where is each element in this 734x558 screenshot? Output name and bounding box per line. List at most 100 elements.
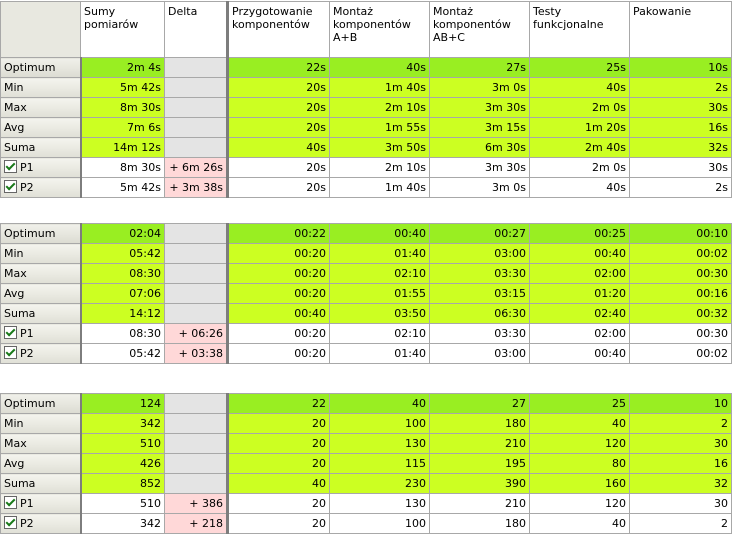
row-label-text: Suma: [4, 307, 36, 320]
value-cell: 210: [429, 433, 530, 454]
row-max: Max 08:30 00:20 02:10 03:30 02:00 00:30: [0, 263, 732, 284]
header-row: Sumy pomiarów Delta Przygotowanie kompon…: [0, 1, 732, 58]
delta-cell: [164, 223, 228, 244]
value-cell: 1m 40s: [329, 77, 430, 98]
value-cell: 100: [329, 513, 430, 534]
value-cell: 00:30: [629, 263, 732, 284]
value-cell: 02:40: [529, 303, 630, 324]
header-pakowanie[interactable]: Pakowanie: [629, 1, 732, 58]
sum-cell: 342: [80, 513, 165, 534]
value-cell: 20s: [226, 157, 330, 178]
row-label: Max: [0, 433, 82, 454]
value-cell: 27s: [429, 57, 530, 78]
value-cell: 180: [429, 413, 530, 434]
delta-cell: [164, 413, 228, 434]
delta-cell: [164, 393, 228, 414]
row-label-text: P2: [20, 516, 34, 530]
value-cell: 10s: [629, 57, 732, 78]
sum-cell: 07:06: [80, 283, 165, 304]
header-przygotowanie[interactable]: Przygotowanie komponentów: [226, 1, 330, 58]
checkbox-checked-icon[interactable]: [4, 160, 17, 174]
row-label-text: Min: [4, 81, 24, 94]
row-min: Min 5m 42s 20s 1m 40s 3m 0s 40s 2s: [0, 77, 732, 98]
header-montaz-abc[interactable]: Montaż komponentów AB+C: [429, 1, 530, 58]
delta-cell: [164, 243, 228, 264]
row-suma: Suma 14:12 00:40 03:50 06:30 02:40 00:32: [0, 303, 732, 324]
value-cell: 02:10: [329, 323, 430, 344]
delta-cell: [164, 137, 228, 158]
sum-cell: 5m 42s: [80, 77, 165, 98]
value-cell: 210: [429, 493, 530, 514]
checkbox-checked-icon[interactable]: [4, 326, 17, 340]
value-cell: 22s: [226, 57, 330, 78]
row-label[interactable]: P1: [0, 323, 82, 344]
value-cell: 40s: [226, 137, 330, 158]
value-cell: 2s: [629, 77, 732, 98]
value-cell: 00:25: [529, 223, 630, 244]
delta-cell: [164, 77, 228, 98]
value-cell: 00:40: [529, 243, 630, 264]
checkbox-checked-icon[interactable]: [4, 180, 17, 194]
header-corner: [0, 1, 81, 58]
value-cell: 2m 40s: [529, 137, 630, 158]
value-cell: 130: [329, 493, 430, 514]
row-label[interactable]: P2: [0, 177, 82, 198]
value-cell: 16: [629, 453, 732, 474]
row-label-text: Min: [4, 247, 24, 260]
row-label[interactable]: P2: [0, 343, 82, 364]
delta-cell: + 218: [164, 513, 228, 534]
value-cell: 03:50: [329, 303, 430, 324]
value-cell: 10: [629, 393, 732, 414]
value-cell: 1m 20s: [529, 117, 630, 138]
value-cell: 06:30: [429, 303, 530, 324]
checkbox-checked-icon[interactable]: [4, 516, 17, 530]
row-label-text: P1: [20, 160, 34, 174]
value-cell: 40: [529, 413, 630, 434]
value-cell: 2s: [629, 177, 732, 198]
header-testy[interactable]: Testy funkcjonalne: [529, 1, 630, 58]
row-avg: Avg 07:06 00:20 01:55 03:15 01:20 00:16: [0, 283, 732, 304]
header-sumy[interactable]: Sumy pomiarów: [80, 1, 165, 58]
row-label-text: Max: [4, 267, 27, 280]
row-label-text: Avg: [4, 287, 25, 300]
value-cell: 03:30: [429, 323, 530, 344]
value-cell: 2m 0s: [529, 157, 630, 178]
value-cell: 160: [529, 473, 630, 494]
row-label: Optimum: [0, 223, 82, 244]
header-delta[interactable]: Delta: [164, 1, 228, 58]
checkbox-checked-icon[interactable]: [4, 346, 17, 360]
row-label[interactable]: P1: [0, 157, 82, 178]
value-cell: 20: [226, 493, 330, 514]
value-cell: 01:40: [329, 243, 430, 264]
value-cell: 00:32: [629, 303, 732, 324]
value-cell: 40: [226, 473, 330, 494]
delta-cell: + 06:26: [164, 323, 228, 344]
value-cell: 03:00: [429, 343, 530, 364]
sum-cell: 08:30: [80, 323, 165, 344]
value-cell: 27: [429, 393, 530, 414]
delta-cell: [164, 453, 228, 474]
checkbox-checked-icon[interactable]: [4, 496, 17, 510]
row-label: Optimum: [0, 57, 82, 78]
value-cell: 25s: [529, 57, 630, 78]
value-cell: 120: [529, 493, 630, 514]
time-table-clock: Optimum 02:04 00:22 00:40 00:27 00:25 00:10 Min…: [0, 223, 732, 364]
row-label-text: P1: [20, 496, 34, 510]
row-label[interactable]: P1: [0, 493, 82, 514]
row-label-text: Max: [4, 437, 27, 450]
row-suma: Suma 14m 12s 40s 3m 50s 6m 30s 2m 40s 32s: [0, 137, 732, 158]
value-cell: 2m 10s: [329, 97, 430, 118]
value-cell: 00:20: [226, 263, 330, 284]
row-optimum: Optimum 02:04 00:22 00:40 00:27 00:25 00:10: [0, 223, 732, 244]
value-cell: 20s: [226, 177, 330, 198]
value-cell: 2: [629, 413, 732, 434]
delta-cell: + 6m 26s: [164, 157, 228, 178]
row-label[interactable]: P2: [0, 513, 82, 534]
delta-cell: + 386: [164, 493, 228, 514]
header-montaz-ab[interactable]: Montaż komponentów A+B: [329, 1, 430, 58]
row-label: Max: [0, 97, 82, 118]
value-cell: 80: [529, 453, 630, 474]
value-cell: 30s: [629, 157, 732, 178]
row-avg: Avg 426 20 115 195 80 16: [0, 453, 732, 474]
value-cell: 00:40: [529, 343, 630, 364]
